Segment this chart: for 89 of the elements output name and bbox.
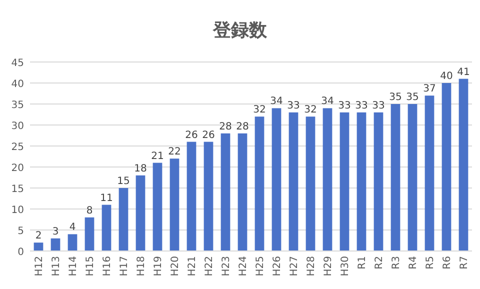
- data-label: 32: [253, 104, 266, 116]
- y-tick-label: 35: [11, 100, 24, 111]
- bar: [102, 204, 112, 251]
- data-label: 28: [219, 121, 232, 132]
- bar: [390, 104, 400, 251]
- bar: [458, 78, 468, 251]
- x-tick-label: R4: [408, 256, 419, 270]
- bar: [136, 175, 146, 251]
- x-tick-label: H20: [170, 256, 181, 276]
- data-label: 2: [35, 230, 42, 242]
- bar: [186, 142, 196, 251]
- y-tick-label: 30: [11, 121, 24, 132]
- data-label: 35: [389, 92, 402, 103]
- data-label: 40: [440, 71, 453, 82]
- data-label: 33: [338, 100, 351, 112]
- bar: [322, 108, 332, 251]
- x-tick-label: H17: [119, 256, 130, 276]
- data-label: 11: [100, 192, 113, 204]
- x-tick-label: H14: [68, 256, 79, 276]
- bar: [424, 96, 434, 251]
- x-tick-label: H27: [289, 256, 300, 276]
- data-label: 33: [372, 100, 385, 112]
- data-label: 32: [304, 104, 317, 116]
- bar: [34, 242, 44, 251]
- y-tick-label: 0: [18, 247, 24, 258]
- data-label: 8: [86, 205, 93, 216]
- x-tick-label: R7: [459, 256, 470, 270]
- y-tick-label: 15: [11, 184, 24, 195]
- data-label: 4: [69, 222, 76, 234]
- x-tick-label: R3: [391, 256, 402, 270]
- bar: [50, 238, 60, 251]
- data-label: 15: [117, 176, 130, 187]
- y-tick-label: 10: [11, 205, 24, 216]
- x-tick-label: H21: [187, 256, 198, 276]
- data-label: 33: [287, 100, 300, 112]
- x-tick-label: H12: [34, 256, 45, 276]
- data-label: 18: [134, 163, 147, 174]
- data-label: 26: [185, 130, 198, 141]
- data-label: 22: [168, 146, 181, 158]
- data-label: 26: [202, 130, 215, 141]
- x-tick-label: H29: [323, 256, 334, 276]
- x-tick-label: R1: [357, 256, 368, 270]
- x-tick-label: H18: [136, 256, 147, 276]
- y-tick-label: 45: [11, 58, 24, 69]
- bar: [152, 162, 162, 251]
- bar: [442, 83, 452, 251]
- y-tick-label: 25: [11, 142, 24, 153]
- bar: [170, 158, 180, 251]
- x-tick-label: R5: [425, 256, 436, 270]
- data-label: 37: [423, 84, 436, 95]
- y-tick-label: 40: [11, 79, 24, 90]
- bar: [254, 116, 264, 251]
- x-tick-label: H22: [204, 256, 215, 276]
- data-label: 33: [355, 100, 368, 112]
- bar: [288, 112, 298, 251]
- x-tick-label: H24: [238, 256, 249, 276]
- bar: [408, 104, 418, 251]
- x-tick-label: H13: [51, 256, 62, 276]
- bar: [340, 112, 350, 251]
- data-label: 41: [457, 66, 470, 78]
- y-tick-label: 20: [11, 163, 24, 174]
- bar: [118, 188, 128, 251]
- x-tick-label: H28: [306, 256, 317, 276]
- x-tick-label: H16: [102, 256, 113, 276]
- data-label: 28: [236, 121, 249, 132]
- bar: [238, 133, 248, 251]
- x-tick-label: H30: [340, 256, 351, 276]
- bar: [204, 142, 214, 251]
- chart-title: 登録数: [212, 20, 268, 41]
- bar: [306, 116, 316, 251]
- bar: [356, 112, 366, 251]
- data-label: 21: [151, 150, 164, 162]
- bar: [68, 234, 78, 251]
- data-label: 35: [406, 92, 419, 103]
- data-label: 34: [270, 96, 283, 108]
- x-tick-label: H15: [85, 256, 96, 276]
- x-tick-label: H26: [272, 256, 283, 276]
- x-tick-label: R2: [374, 256, 385, 270]
- data-label: 34: [321, 96, 334, 108]
- x-tick-label: H23: [221, 256, 232, 276]
- y-tick-label: 5: [18, 226, 24, 237]
- bar: [272, 108, 282, 251]
- bar: [84, 217, 94, 251]
- x-tick-label: R6: [442, 256, 453, 270]
- bar: [220, 133, 230, 251]
- x-tick-label: H25: [255, 256, 266, 276]
- data-label: 3: [52, 226, 59, 238]
- x-tick-label: H19: [153, 256, 164, 276]
- bar: [374, 112, 384, 251]
